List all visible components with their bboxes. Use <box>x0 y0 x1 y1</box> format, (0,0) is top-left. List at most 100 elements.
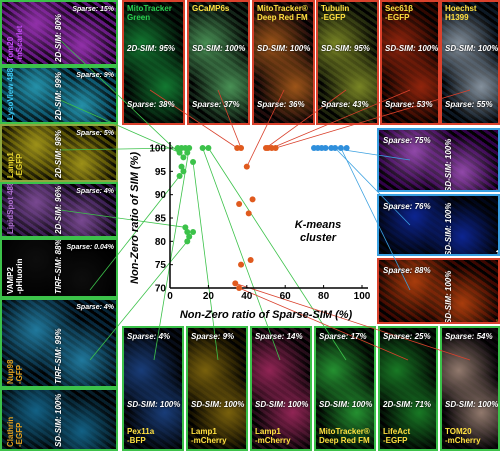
sim-ratio-label: 2D-SIM: 71% <box>383 400 432 409</box>
sim-ratio-label: TIRF-SIM: 99% <box>54 328 63 384</box>
sparse-ratio-label: Sparse: 43% <box>321 100 369 109</box>
data-point <box>337 145 344 151</box>
y-tick-label: 75 <box>155 260 167 271</box>
data-point <box>249 196 256 203</box>
panel-t-hoechst: Hoechst H1399 SD-SIM: 100% Sparse: 55% <box>440 0 500 125</box>
sim-ratio-label: SD-SIM: 100% <box>255 400 309 409</box>
sparse-ratio-label: Sparse: 53% <box>385 100 433 109</box>
data-point <box>263 145 269 151</box>
data-point <box>182 145 189 151</box>
marker-label: GCaMP6s <box>192 4 230 13</box>
sim-ratio-label: SD-SIM: 100% <box>191 400 245 409</box>
data-point <box>238 145 245 151</box>
data-point <box>238 261 245 268</box>
sim-ratio-label: 2D-SIM: 80% <box>54 13 63 62</box>
sparse-ratio-label: Sparse: 88% <box>383 266 431 275</box>
data-point <box>314 145 321 151</box>
data-point <box>184 238 191 245</box>
data-point <box>236 201 243 207</box>
marker-label: Lamp1 -EGFP <box>6 152 24 178</box>
sim-ratio-label: SD-SIM: 100% <box>127 400 181 409</box>
marker-label: Lamp1 -mCherry <box>255 427 291 445</box>
sparse-ratio-label: Sparse: 75% <box>383 136 431 145</box>
sim-ratio-label: 2D-SIM: 99% <box>54 71 63 120</box>
data-point <box>180 168 187 175</box>
panel-t-nup: Nup98 -GFP TIRF-SIM: 99% Sparse: 4% <box>0 298 118 388</box>
sparse-ratio-label: Sparse: 76% <box>383 202 431 211</box>
data-point <box>332 145 339 151</box>
sparse-ratio-label: Sparse: 17% <box>319 332 367 341</box>
x-tick-label: 40 <box>241 291 253 302</box>
marker-label: Tubulin -EGFP <box>495 184 498 190</box>
marker-label: LysoView 488 <box>6 67 15 120</box>
y-axis-title: Non-Zero ratio of SIM (%) <box>129 152 141 284</box>
panel-b-lamp: Lamp1 -mCherry SD-SIM: 100% Sparse: 9% <box>186 326 248 451</box>
marker-label: Lamp1 -mCherry <box>191 427 227 445</box>
marker-label: Pex11a -BFP <box>127 427 155 445</box>
sim-ratio-label: 2D-SIM: 98% <box>54 129 63 178</box>
sparse-ratio-label: Sparse: 37% <box>192 100 240 109</box>
panel-t-clathrin: Clathrin -EGFP SD-SIM: 100% <box>0 388 118 451</box>
x-tick-label: 80 <box>318 291 330 302</box>
data-point <box>272 145 279 151</box>
sparse-ratio-label: Sparse: 9% <box>191 332 235 341</box>
x-axis-title: Non-Zero ratio of Sparse-SIM (%) <box>180 309 353 321</box>
x-tick-label: 100 <box>354 291 371 302</box>
panel-t-lamp1: Lamp1 -EGFP 2D-SIM: 98% Sparse: 5% <box>0 124 118 182</box>
sparse-ratio-label: Sparse: 54% <box>445 332 493 341</box>
panel-r-hoe: Hoechst H1399 SD-SIM: 100% Sparse: 76% <box>377 194 500 256</box>
sparse-ratio-label: Sparse: 5% <box>76 130 114 137</box>
data-point <box>190 159 197 165</box>
marker-label: TOM20 -mCherry <box>445 427 481 445</box>
data-point <box>184 229 191 235</box>
sim-ratio-label: SD-SIM: 100% <box>54 393 63 447</box>
data-point <box>178 145 185 151</box>
sim-ratio-label: SD-SIM: 100% <box>192 44 246 53</box>
y-tick-label: 95 <box>155 167 167 178</box>
marker-label: Tubulin -EGFP <box>495 314 498 322</box>
sim-ratio-label: SD-SIM: 100% <box>444 270 453 324</box>
data-point <box>180 154 187 161</box>
sim-ratio-label: SD-SIM: 100% <box>444 202 453 256</box>
data-point <box>243 163 250 170</box>
marker-label: MitoTracker Green <box>127 4 172 22</box>
marker-label: Hoechst H1399 <box>495 250 498 254</box>
micrograph-image <box>2 390 116 449</box>
marker-label: VAMP2 -pHluorin <box>6 258 24 294</box>
x-tick-label: 0 <box>167 291 173 302</box>
y-tick-label: 70 <box>155 284 167 295</box>
panel-t-mito: MitoTracker Green 2D-SIM: 95% Sparse: 38% <box>122 0 185 125</box>
sim-ratio-label: SD-SIM: 100% <box>445 400 499 409</box>
data-point <box>234 145 241 151</box>
marker-label: Nup98 -GFP <box>6 359 24 384</box>
panel-t-lyso: LysoView 488 2D-SIM: 99% Sparse: 9% <box>0 66 118 124</box>
sparse-ratio-label: Sparse: 15% <box>72 6 114 13</box>
sim-ratio-label: SD-SIM: 100% <box>319 400 373 409</box>
panel-b-pex: Pex11a -BFP SD-SIM: 100% Sparse: 4% <box>122 326 184 451</box>
data-point <box>311 145 317 151</box>
sparse-ratio-label: Sparse: 25% <box>383 332 431 341</box>
data-point <box>236 285 243 291</box>
panel-b-mitodr: MitoTracker® Deep Red FM SD-SIM: 100% Spar… <box>314 326 376 451</box>
sim-ratio-label: SD-SIM: 100% <box>257 44 311 53</box>
sparse-ratio-label: Sparse: 4% <box>76 188 114 195</box>
panel-t-mscarlet: Tom20 -mScarlet 2D-SIM: 80% Sparse: 15% <box>0 0 118 66</box>
sim-ratio-label: 2D-SIM: 95% <box>127 44 176 53</box>
data-point <box>190 229 197 235</box>
sparse-ratio-label: Sparse: 0.04% <box>66 244 114 251</box>
data-point <box>268 145 275 151</box>
sparse-ratio-label: Sparse: 55% <box>445 100 493 109</box>
sim-ratio-label: SD-SIM: 100% <box>444 138 453 192</box>
panel-b-lampc: Lamp1 -mCherry SD-SIM: 100% Sparse: 14% <box>250 326 312 451</box>
marker-label: Hoechst H1399 <box>445 4 477 22</box>
panel-r-tubf: Tubulin -EGFP SD-SIM: 100% Sparse: 88% <box>377 258 500 324</box>
data-point <box>328 145 335 151</box>
data-point <box>245 210 252 217</box>
panel-r-tub: Tubulin -EGFP SD-SIM: 100% Sparse: 75% <box>377 128 500 192</box>
data-point <box>343 145 350 151</box>
panel-t-gcamp: GCaMP6s SD-SIM: 100% Sparse: 37% <box>187 0 250 125</box>
data-point <box>322 145 329 151</box>
data-point <box>247 257 254 263</box>
marker-label: Clathrin -EGFP <box>6 416 24 447</box>
marker-label: Tubulin -EGFP <box>321 4 350 22</box>
